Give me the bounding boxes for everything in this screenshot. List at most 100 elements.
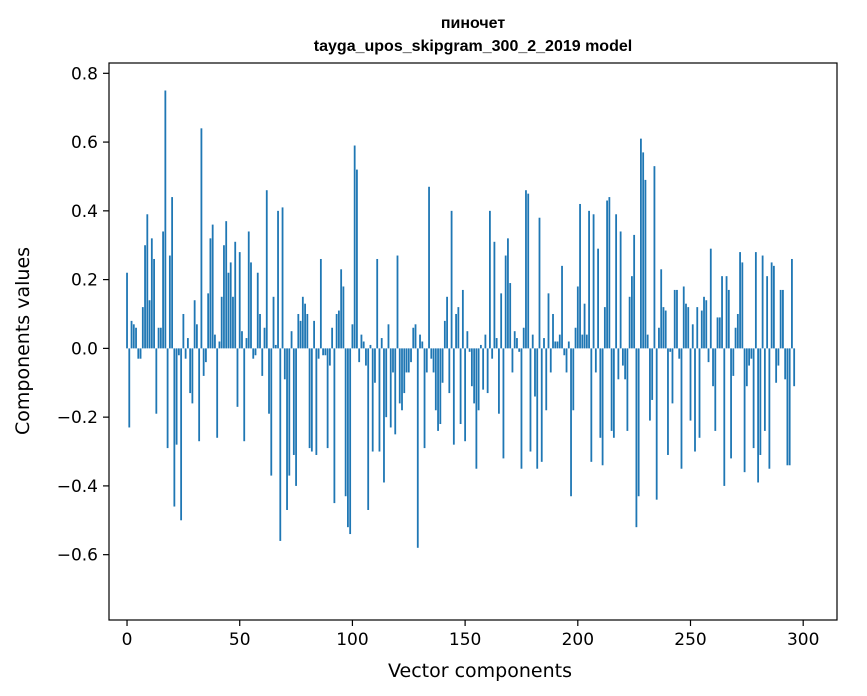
bar-11 [150, 238, 153, 349]
bar-137 [434, 348, 437, 411]
bar-235 [655, 348, 658, 500]
bar-17 [164, 90, 167, 349]
bar-234 [653, 166, 656, 349]
bar-286 [770, 262, 773, 349]
bar-31 [196, 324, 198, 349]
bar-159 [484, 334, 487, 349]
bar-40 [216, 348, 219, 438]
bar-275 [745, 348, 748, 387]
bar-3 [132, 324, 135, 349]
bar-218 [617, 348, 620, 380]
bar-64 [270, 348, 273, 476]
bar-165 [498, 348, 500, 414]
bar-168 [504, 255, 507, 349]
bar-16 [162, 231, 164, 349]
bar-262 [716, 317, 719, 349]
bar-254 [698, 348, 701, 438]
bar-69 [281, 207, 284, 349]
bar-85 [317, 348, 320, 359]
bar-255 [700, 310, 703, 349]
bar-158 [482, 348, 485, 390]
bar-244 [676, 289, 678, 349]
bar-242 [671, 348, 674, 404]
bar-94 [337, 310, 340, 349]
bar-65 [272, 296, 275, 349]
bar-237 [660, 269, 663, 349]
bar-177 [525, 190, 527, 349]
bar-128 [414, 324, 417, 349]
bar-106 [365, 348, 367, 366]
bar-270 [734, 327, 737, 349]
bar-79 [304, 303, 306, 349]
bar-19 [168, 255, 171, 349]
bar-149 [461, 289, 464, 349]
bar-266 [725, 276, 728, 349]
bar-232 [649, 348, 651, 421]
bar-143 [448, 348, 451, 394]
bar-27 [186, 338, 189, 349]
bar-163 [493, 241, 496, 349]
bar-150 [464, 348, 467, 442]
bar-103 [358, 348, 361, 363]
bar-282 [761, 255, 764, 349]
bar-258 [707, 348, 710, 363]
bar-110 [374, 348, 376, 383]
bar-20 [171, 197, 174, 349]
y-tick-label: 0.8 [71, 64, 98, 84]
bar-192 [558, 334, 561, 349]
bar-9 [146, 214, 149, 349]
bar-162 [491, 348, 494, 359]
bar-61 [263, 327, 266, 349]
bar-119 [394, 348, 397, 435]
bar-214 [608, 197, 611, 349]
bar-278 [752, 348, 755, 449]
bar-172 [513, 331, 516, 349]
bar-96 [342, 286, 345, 349]
bar-249 [687, 307, 690, 349]
bar-115 [385, 348, 388, 418]
bar-23 [177, 348, 180, 356]
bar-55 [250, 262, 252, 349]
bar-174 [518, 348, 521, 352]
bar-248 [685, 303, 687, 349]
bar-175 [520, 348, 523, 469]
bar-185 [543, 338, 545, 349]
bar-22 [175, 348, 178, 445]
bar-147 [457, 307, 460, 349]
y-tick-label: −0.6 [57, 546, 98, 566]
bar-126 [410, 348, 412, 363]
bar-44 [225, 221, 228, 349]
bar-125 [407, 348, 410, 373]
bar-47 [232, 296, 234, 349]
bar-219 [619, 231, 622, 349]
y-axis-ticks: −0.6 −0.4 −0.2 0.0 0.2 0.4 0.6 0.8 [57, 64, 109, 566]
bar-169 [507, 238, 509, 349]
bar-213 [606, 200, 608, 349]
bar-279 [754, 252, 757, 349]
bar-140 [441, 348, 444, 383]
y-tick-label: 0.6 [71, 133, 98, 153]
bar-70 [283, 348, 286, 380]
x-tick-label: 50 [229, 630, 251, 650]
bar-43 [223, 245, 225, 349]
bar-274 [743, 348, 746, 473]
y-tick-label: 0.2 [71, 271, 98, 291]
bar-24 [180, 348, 183, 521]
bar-100 [351, 324, 354, 349]
bar-202 [581, 334, 584, 349]
bar-267 [727, 289, 730, 349]
bar-265 [723, 348, 726, 486]
bar-75 [295, 348, 297, 486]
bars-group [126, 90, 796, 548]
y-tick-label: −0.2 [57, 408, 98, 428]
bar-139 [439, 348, 442, 425]
bar-136 [432, 348, 435, 373]
bar-231 [646, 334, 649, 349]
bar-240 [667, 348, 669, 455]
bar-146 [455, 313, 457, 349]
x-tick-label: 150 [449, 630, 481, 650]
bar-81 [308, 348, 311, 449]
bar-57 [254, 348, 257, 356]
bar-10 [148, 300, 151, 349]
